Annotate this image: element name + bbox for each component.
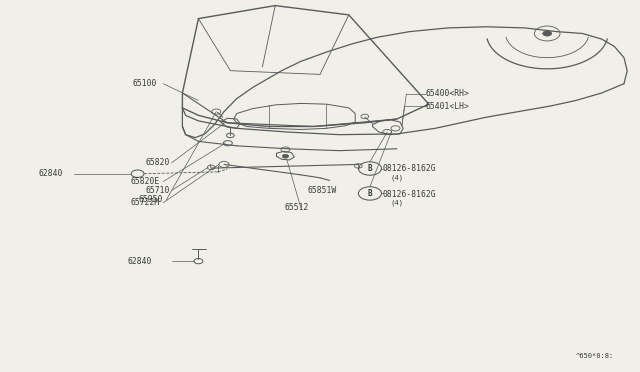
Text: 65401<LH>: 65401<LH> (426, 102, 470, 110)
Circle shape (543, 31, 552, 36)
Circle shape (282, 154, 289, 158)
Text: 08126-8162G: 08126-8162G (382, 164, 436, 173)
Text: 08126-8162G: 08126-8162G (382, 190, 436, 199)
Text: (4): (4) (390, 200, 404, 206)
Text: 65710: 65710 (145, 186, 170, 195)
Text: 65512: 65512 (285, 203, 309, 212)
Text: 65820: 65820 (145, 158, 170, 167)
Text: 65722M: 65722M (131, 198, 160, 207)
Text: B: B (367, 189, 372, 198)
Text: (4): (4) (390, 174, 404, 181)
Text: 65851W: 65851W (307, 186, 337, 195)
Text: B: B (367, 164, 372, 173)
Text: 65820E: 65820E (131, 177, 160, 186)
Text: ^650*0:8:: ^650*0:8: (576, 353, 614, 359)
Text: 65400<RH>: 65400<RH> (426, 89, 470, 98)
Text: 65950: 65950 (139, 195, 163, 204)
Text: 65100: 65100 (132, 79, 157, 88)
Text: 62840: 62840 (128, 257, 152, 266)
Text: 62840: 62840 (38, 169, 63, 178)
